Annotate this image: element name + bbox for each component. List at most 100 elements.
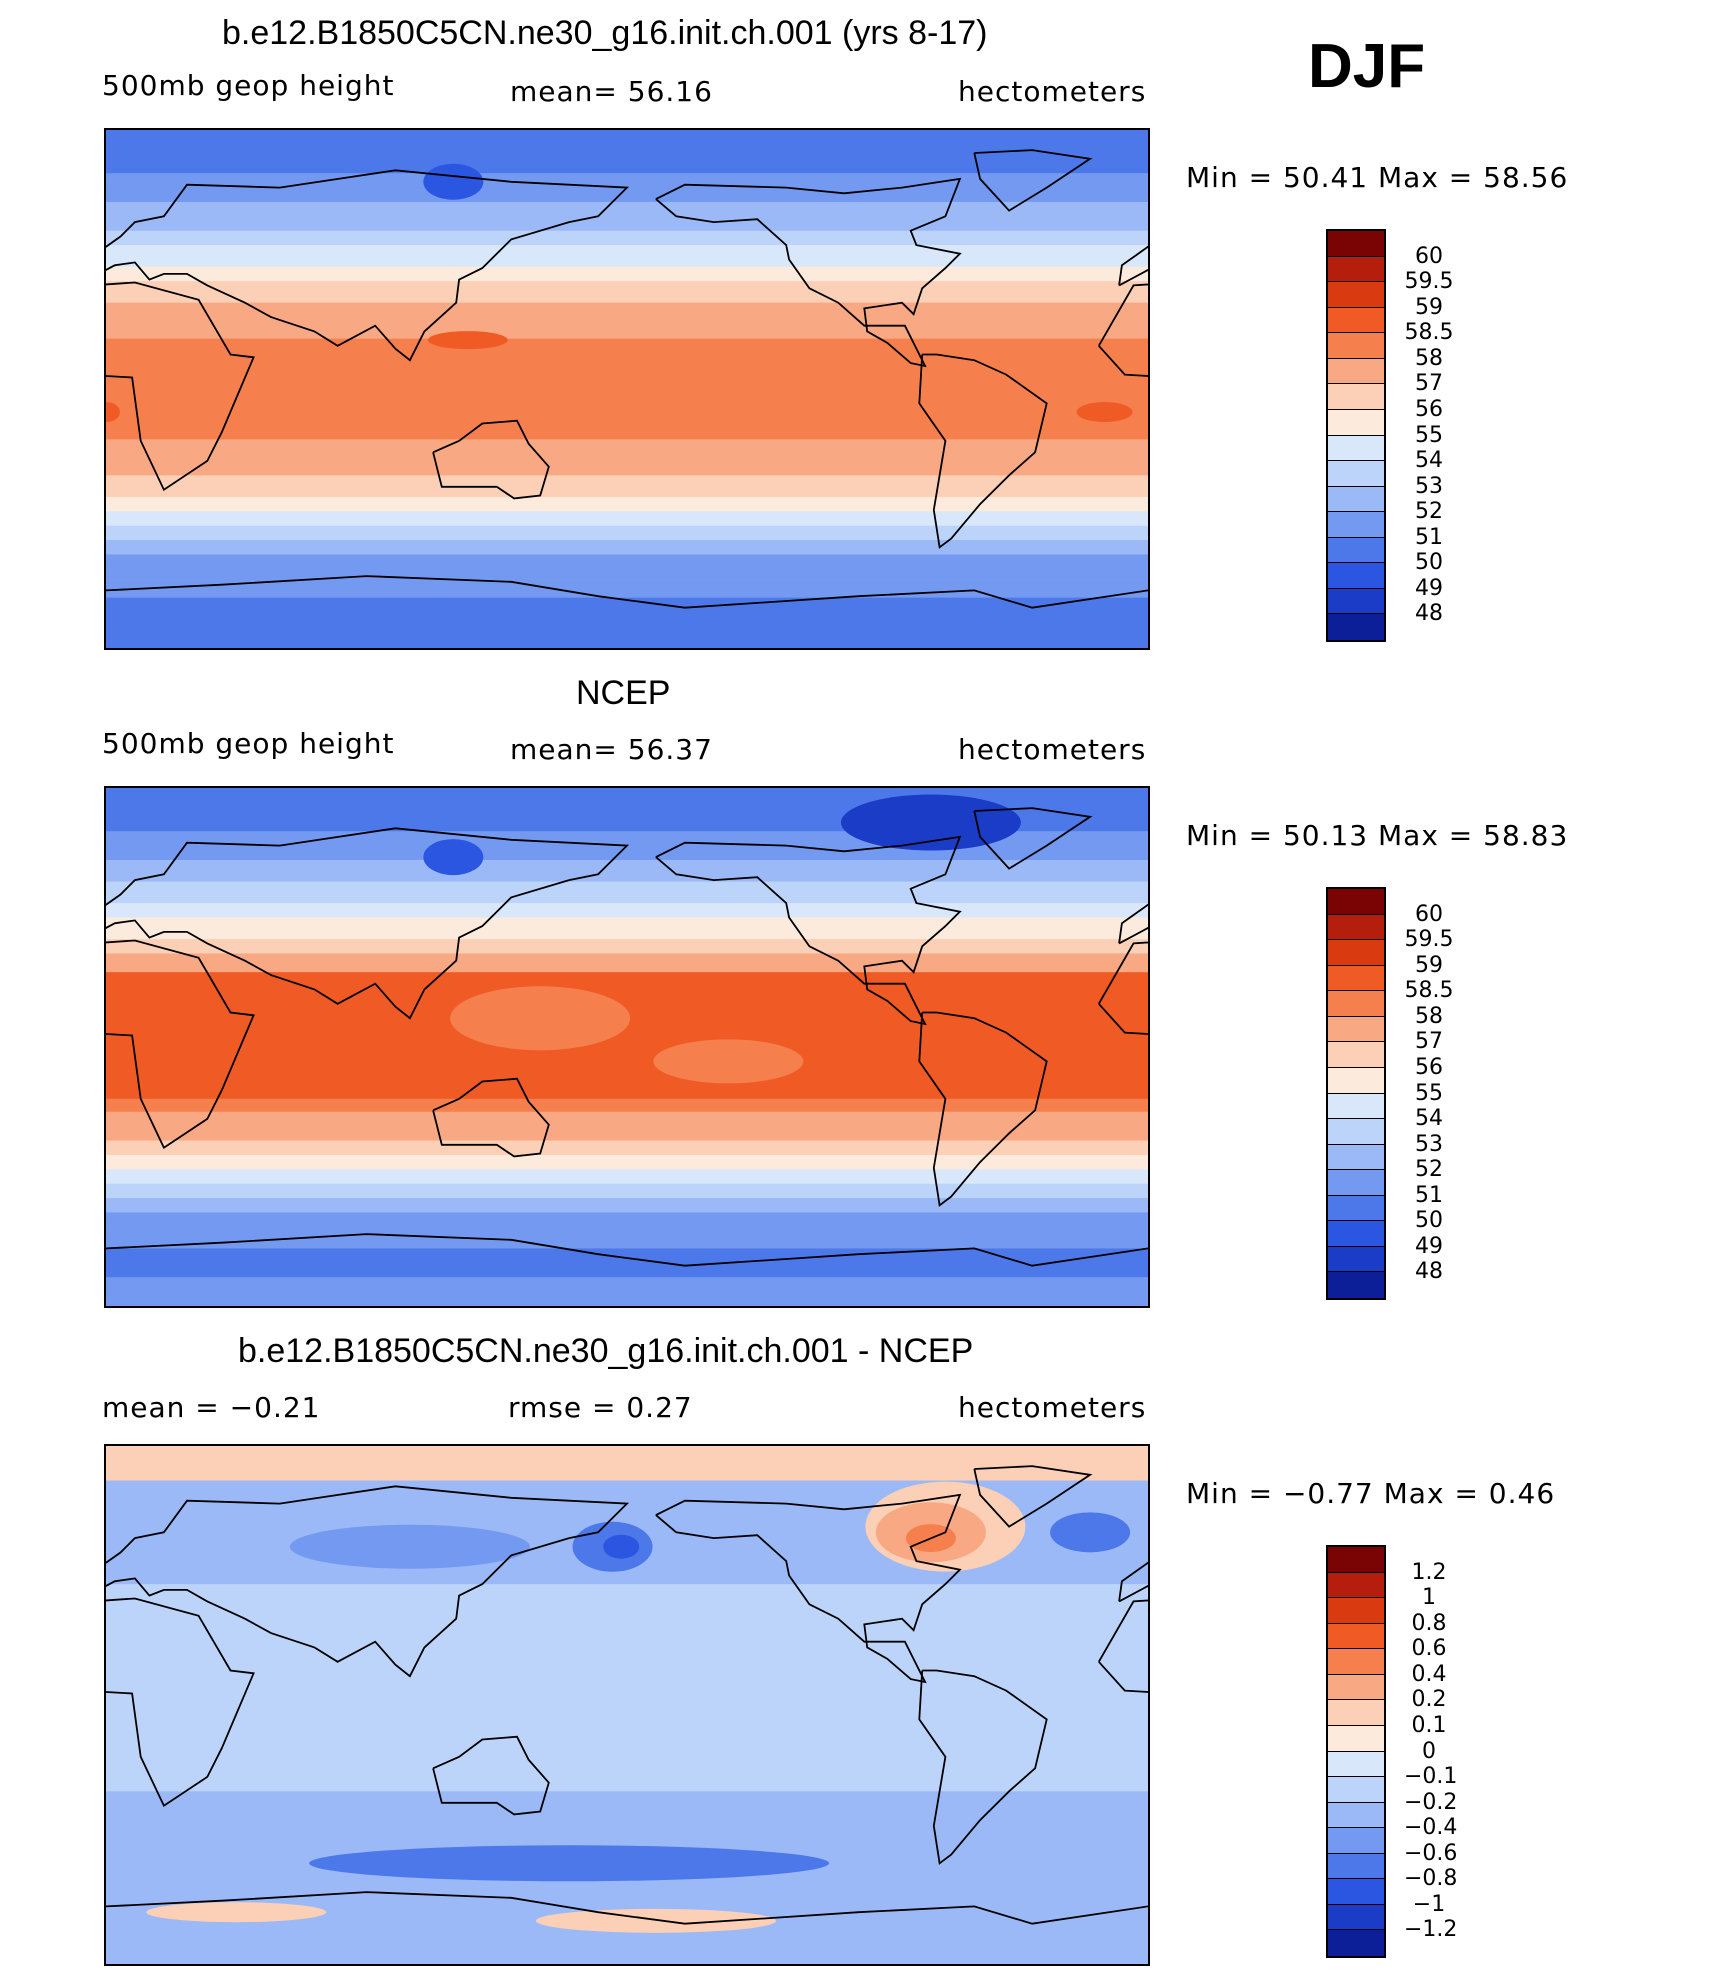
coastline bbox=[918, 1669, 1048, 1865]
colorbar-box bbox=[1328, 1623, 1384, 1650]
colorbar-box bbox=[1328, 537, 1384, 564]
height-band bbox=[106, 180, 1148, 189]
colorbar-box bbox=[1328, 358, 1384, 385]
colorbar-tick-label: 52 bbox=[1415, 499, 1443, 525]
height-band bbox=[106, 475, 1148, 484]
colorbar-tick-label: −0.4 bbox=[1404, 1815, 1458, 1841]
height-band bbox=[106, 468, 1148, 476]
height-band bbox=[106, 1205, 1148, 1214]
coastline bbox=[106, 1597, 255, 1808]
height-band bbox=[106, 809, 1148, 818]
colorbar-box bbox=[1328, 1598, 1384, 1624]
height-band bbox=[106, 1111, 1148, 1120]
height-band bbox=[106, 360, 1148, 369]
colorbar-box bbox=[1328, 409, 1384, 436]
coastline bbox=[106, 939, 255, 1150]
colorbar-tick-label: 55 bbox=[1415, 1080, 1443, 1106]
height-band bbox=[106, 511, 1148, 520]
height-band bbox=[106, 504, 1148, 512]
height-band bbox=[106, 917, 1148, 926]
season-label: DJF bbox=[1308, 32, 1426, 101]
height-band bbox=[106, 446, 1148, 455]
colorbar-box bbox=[1328, 384, 1384, 410]
height-band bbox=[106, 924, 1148, 933]
colorbar-box bbox=[1328, 1572, 1384, 1599]
height-band bbox=[106, 1234, 1148, 1242]
height-band bbox=[106, 1154, 1148, 1163]
colorbar-tick-label: 53 bbox=[1415, 1131, 1443, 1157]
height-band bbox=[106, 554, 1148, 563]
colorbar-box bbox=[1328, 256, 1384, 283]
colorbar-box bbox=[1328, 231, 1384, 257]
colorbar-tick-label: 52 bbox=[1415, 1157, 1443, 1183]
height-band bbox=[106, 960, 1148, 969]
colorbar-tick-label: 0.8 bbox=[1411, 1610, 1447, 1636]
colorbar-tick-label: 57 bbox=[1415, 371, 1443, 397]
colorbar-tick-label: 0.2 bbox=[1411, 1687, 1447, 1713]
colorbar-tick-label: 57 bbox=[1415, 1029, 1443, 1055]
height-blob bbox=[653, 1039, 804, 1084]
colorbar-tick-label: 0.1 bbox=[1411, 1712, 1447, 1738]
height-band bbox=[106, 345, 1148, 354]
height-band bbox=[106, 1219, 1148, 1228]
diff-blob bbox=[309, 1845, 830, 1882]
height-band bbox=[106, 802, 1148, 811]
height-max-blob bbox=[427, 331, 508, 350]
diff-polar-band bbox=[106, 1446, 1148, 1481]
colorbar-box bbox=[1328, 1272, 1384, 1298]
colorbar-box bbox=[1328, 1853, 1384, 1880]
coastline bbox=[973, 149, 1093, 212]
height-band bbox=[106, 540, 1148, 548]
coastline bbox=[106, 827, 630, 1020]
colorbar-tick-label: 49 bbox=[1415, 575, 1443, 601]
height-band bbox=[106, 288, 1148, 297]
coastline bbox=[655, 177, 962, 368]
height-band bbox=[106, 245, 1148, 253]
height-band bbox=[106, 888, 1148, 897]
height-band bbox=[106, 410, 1148, 419]
height-band bbox=[106, 903, 1148, 911]
height-max-blob bbox=[106, 402, 120, 423]
height-band bbox=[106, 1284, 1148, 1293]
colorbar-box bbox=[1328, 991, 1384, 1017]
height-max-blob bbox=[1076, 402, 1133, 423]
height-band bbox=[106, 187, 1148, 196]
colorbar-box bbox=[1328, 461, 1384, 487]
panel2-colorbar bbox=[1326, 887, 1386, 1300]
colorbar-tick-label: 59 bbox=[1415, 294, 1443, 320]
coastline bbox=[432, 1077, 550, 1158]
colorbar-tick-label: 58.5 bbox=[1404, 320, 1454, 346]
colorbar-tick-label: −0.6 bbox=[1404, 1840, 1458, 1866]
height-band bbox=[106, 1183, 1148, 1192]
coastline bbox=[106, 169, 630, 362]
height-band bbox=[106, 1255, 1148, 1264]
height-band bbox=[106, 845, 1148, 854]
height-band bbox=[106, 823, 1148, 832]
height-band bbox=[106, 151, 1148, 160]
height-band bbox=[106, 482, 1148, 491]
height-band bbox=[106, 496, 1148, 505]
height-band bbox=[106, 604, 1148, 613]
diff-blob bbox=[1050, 1512, 1131, 1553]
height-band bbox=[106, 367, 1148, 376]
panel1-minmax: Min = 50.41 Max = 58.56 bbox=[1186, 161, 1569, 194]
height-band bbox=[106, 619, 1148, 628]
height-band bbox=[106, 583, 1148, 592]
height-band bbox=[106, 597, 1148, 606]
height-blob bbox=[450, 986, 631, 1051]
colorbar-box bbox=[1328, 1144, 1384, 1171]
height-band bbox=[106, 967, 1148, 976]
height-band bbox=[106, 201, 1148, 210]
coastline bbox=[973, 1465, 1093, 1528]
colorbar-tick-label: 0 bbox=[1422, 1738, 1436, 1764]
height-band bbox=[106, 173, 1148, 181]
colorbar-tick-label: 60 bbox=[1415, 901, 1443, 927]
coastline bbox=[655, 835, 962, 1026]
height-band bbox=[106, 1140, 1148, 1149]
height-band bbox=[106, 137, 1148, 145]
colorbar-box bbox=[1328, 1547, 1384, 1573]
height-band bbox=[106, 874, 1148, 883]
height-band bbox=[106, 612, 1148, 620]
diff-blob bbox=[603, 1534, 640, 1559]
colorbar-box bbox=[1328, 307, 1384, 334]
